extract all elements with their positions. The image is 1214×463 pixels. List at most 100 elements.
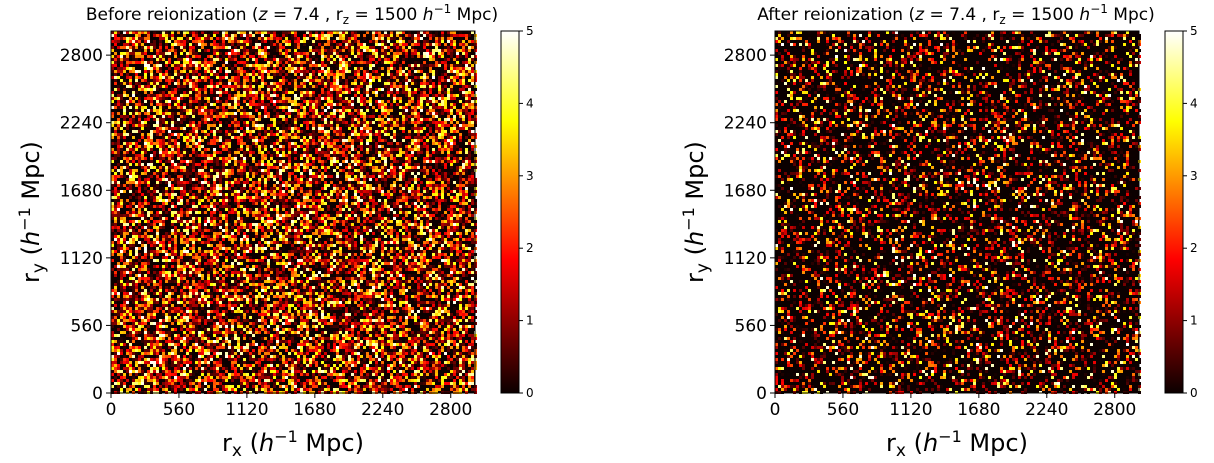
heatmap-cell [303,184,306,187]
heatmap-cell [243,166,246,169]
heatmap-cell [387,133,390,136]
heatmap-cell [117,103,120,106]
heatmap-cell [348,103,351,106]
heatmap-cell [132,154,135,157]
heatmap-cell [210,103,213,106]
heatmap-cell [309,88,312,91]
heatmap-cell [456,142,459,145]
heatmap-cell [306,106,309,109]
heatmap-cell [294,61,297,64]
heatmap-cell [162,118,165,121]
heatmap-cell [168,169,171,172]
heatmap-cell [342,175,345,178]
heatmap-cell [390,58,393,61]
heatmap-cell [297,154,300,157]
heatmap-cell [471,67,474,70]
heatmap-cell [342,73,345,76]
heatmap-cell [261,106,264,109]
heatmap-cell [348,184,351,187]
heatmap-cell [312,109,315,112]
heatmap-cell [159,169,162,172]
heatmap-cell [150,91,153,94]
heatmap-cell [447,49,450,52]
heatmap-cell [276,100,279,103]
heatmap-cell [402,52,405,55]
heatmap-cell [414,67,417,70]
heatmap-cell [114,184,117,187]
heatmap-cell [387,172,390,175]
heatmap-cell [228,58,231,61]
heatmap-cell [177,181,180,184]
heatmap-cell [309,52,312,55]
heatmap-cell [417,55,420,58]
heatmap-cell [183,109,186,112]
heatmap-cell [222,67,225,70]
heatmap-cell [297,82,300,85]
heatmap-cell [384,151,387,154]
heatmap-cell [156,67,159,70]
heatmap-cell [258,118,261,121]
heatmap-cell [228,142,231,145]
heatmap-cell [366,124,369,127]
heatmap-cell [456,82,459,85]
heatmap-cell [357,130,360,133]
heatmap-cell [339,106,342,109]
heatmap-cell [432,91,435,94]
heatmap-cell [216,139,219,142]
heatmap-cell [447,181,450,184]
heatmap-cell [390,181,393,184]
heatmap-cell [150,142,153,145]
heatmap-cell [156,88,159,91]
heatmap-cell [408,103,411,106]
heatmap-cell [132,118,135,121]
heatmap-cell [240,46,243,49]
heatmap-cell [123,58,126,61]
heatmap-cell [378,58,381,61]
heatmap-cell [450,160,453,163]
heatmap-cell [270,142,273,145]
heatmap-cell [168,187,171,190]
heatmap-cell [372,34,375,37]
heatmap-cell [114,34,117,37]
heatmap-cell [306,178,309,181]
heatmap-cell [447,109,450,112]
heatmap-cell [381,133,384,136]
heatmap-cell [327,88,330,91]
heatmap-cell [117,184,120,187]
heatmap-cell [321,40,324,43]
heatmap-cell [156,115,159,118]
heatmap-cell [456,67,459,70]
heatmap-cell [357,94,360,97]
heatmap-cell [165,103,168,106]
heatmap-cell [144,106,147,109]
heatmap-cell [447,64,450,67]
heatmap-cell [288,88,291,91]
heatmap-cell [396,46,399,49]
heatmap-cell [228,40,231,43]
heatmap-cell [174,67,177,70]
heatmap-cell [369,109,372,112]
heatmap-cell [264,106,267,109]
heatmap-cell [330,157,333,160]
heatmap-cell [276,64,279,67]
heatmap-cell [114,160,117,163]
heatmap-cell [459,127,462,130]
heatmap-cell [309,37,312,40]
heatmap-cell [279,130,282,133]
heatmap-cell [399,118,402,121]
heatmap-cell [141,37,144,40]
heatmap-cell [447,124,450,127]
heatmap-cell [300,178,303,181]
heatmap-cell [468,127,471,130]
heatmap-cell [360,145,363,148]
heatmap-cell [291,73,294,76]
heatmap-cell [171,70,174,73]
heatmap-cell [348,172,351,175]
heatmap-cell [183,184,186,187]
heatmap-cell [156,175,159,178]
heatmap-cell [255,64,258,67]
heatmap-cell [162,88,165,91]
heatmap-cell [333,61,336,64]
heatmap-cell [321,133,324,136]
heatmap-cell [348,46,351,49]
